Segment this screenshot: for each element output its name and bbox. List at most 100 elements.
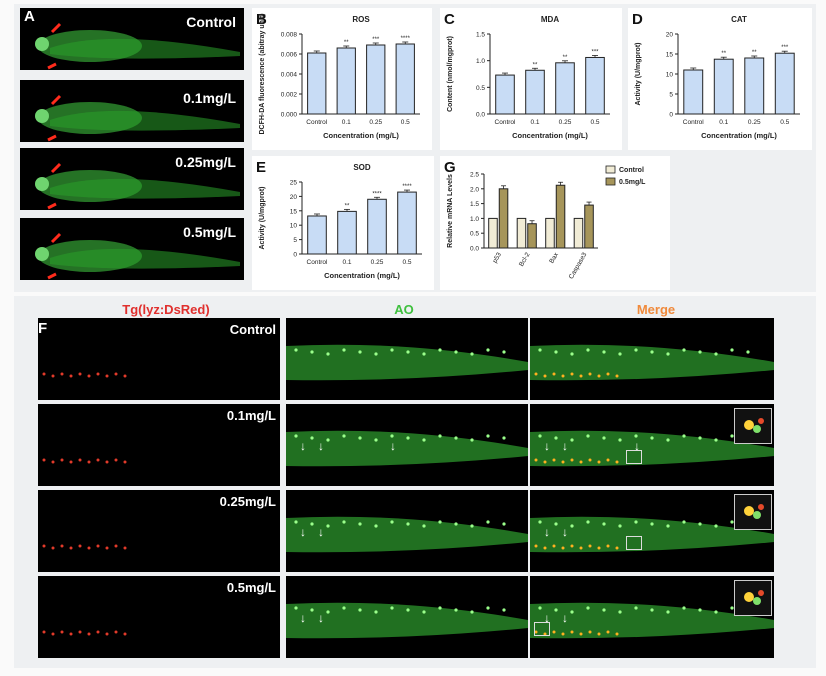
tail-body [286,516,528,553]
fluorescent-dot [60,544,64,548]
fish-label: 0.25mg/L [175,154,236,170]
x-axis-label: Concentration (mg/L) [324,271,400,280]
fluorescent-dot [69,460,73,464]
fluorescent-dot [730,434,734,438]
fluorescent-dot [602,608,606,612]
tail-drawing [42,630,127,636]
fluorescent-dot [486,434,490,438]
bar [584,204,594,249]
fluorescent-dot [438,348,442,352]
bar [573,217,584,249]
fluorescent-dot [42,372,46,376]
fluorescent-dot [374,524,378,528]
fluorescent-dot [486,606,490,610]
fluorescent-dot [634,606,638,610]
fluorescent-dot [579,460,583,464]
significance-label: ** [344,40,349,46]
fluorescent-dot [87,632,91,636]
fluorescent-dot [454,522,458,526]
fluorescent-dot [374,438,378,442]
tail-image-red: 0.5mg/L [38,576,280,658]
chart-svg-b: B ROS 0.000 0.002 0.004 0.006 0.008 DCFH-DA flu… [256,11,420,140]
fluorescent-dot [682,520,686,524]
fluorescent-dot [358,522,362,526]
arrow-icon: ↓ [562,439,568,453]
panel-letter: D [632,11,643,28]
fluorescent-dot [114,372,118,376]
fluorescent-dot [470,610,474,614]
fluorescent-dot [326,610,330,614]
tail-body [530,602,774,639]
panel-letter: C [444,11,455,28]
fluorescent-dot [51,374,55,378]
significance-label: ** [345,203,350,209]
fluorescent-dot [390,434,394,438]
fluorescent-dot [552,630,556,634]
fluorescent-dot [543,460,547,464]
fluorescent-dot [650,522,654,526]
fluorescent-dot [730,520,734,524]
fluorescent-dot [358,350,362,354]
fluorescent-dot [60,630,64,634]
y-tick-label: 10 [666,72,674,79]
fluorescent-dot [602,522,606,526]
x-tick-label: 0.1 [342,259,351,266]
fluorescent-dot [78,458,82,462]
fish-image-0.5: 0.5mg/L [20,218,244,280]
tail-image-merge: ↓ ↓ [530,576,774,658]
fluorescent-dot [69,632,73,636]
fluorescent-dot [454,608,458,612]
y-tick-label: 2.0 [470,186,479,193]
fluorescent-dot [698,350,702,354]
chart-svg-g: G 0.0 0.5 1.0 1.5 2.0 2.5 Relative mRNA Levels p… [444,159,646,280]
fluorescent-dot [105,374,109,378]
y-tick-label: 0.004 [281,72,298,79]
tail-drawing [42,372,127,378]
x-tick-label: 0.5 [780,119,789,126]
x-axis-label: Concentration (mg/L) [701,131,777,140]
fluorescent-dot [746,350,750,354]
fluorescent-dot [615,460,619,464]
tail-body [530,516,774,553]
y-tick-label: 10 [290,223,298,230]
y-tick-label: 0.5 [476,85,485,92]
y-tick-label: 1.0 [476,58,485,65]
fluorescent-dot [123,460,127,464]
fluorescent-dot [454,350,458,354]
tail-image-red: 0.1mg/L [38,404,280,486]
fluorescent-dot [114,458,118,462]
fluorescent-dot [310,608,314,612]
fluorescent-dot [634,434,638,438]
bar [527,223,537,249]
fluorescent-dot [552,458,556,462]
bar [397,191,417,255]
fluorescent-dot [422,438,426,442]
fluorescent-dot [682,606,686,610]
fluorescent-dot [730,348,734,352]
tail-drawing [42,458,127,464]
fluorescent-dot [534,372,538,376]
fluorescent-dot [294,348,298,352]
fluorescent-dot [538,520,542,524]
selection-box [626,536,642,550]
arrow-icon: ↓ [544,611,550,625]
fluorescent-dot [570,372,574,376]
fluorescent-dot [42,544,46,548]
fluorescent-dot [78,372,82,376]
y-tick-label: 2.5 [470,172,479,179]
fluorescent-dot [422,352,426,356]
fluorescent-dot [602,436,606,440]
fluorescent-dot [615,374,619,378]
x-tick-label: 0.5 [402,259,411,266]
fluorescent-dot [310,522,314,526]
panel-letter: E [256,159,266,176]
arrow-icon: ↓ [544,525,550,539]
selection-box [626,450,642,464]
fluorescent-dot [87,460,91,464]
bar [366,44,386,115]
arrow-icon: ↓ [390,439,396,453]
fluorescent-dot [666,610,670,614]
x-tick-label: Control [683,119,705,126]
fluorescent-dot [374,352,378,356]
legend-swatch [605,177,616,186]
